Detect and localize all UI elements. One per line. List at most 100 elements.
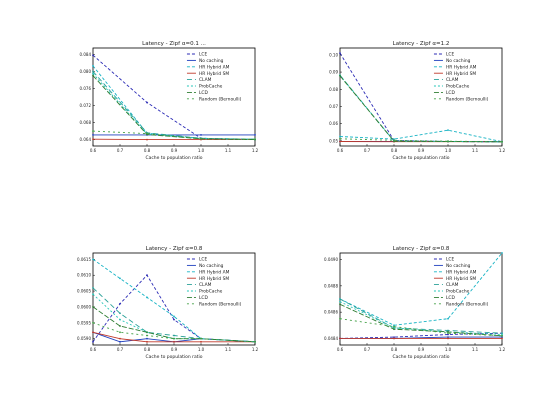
x-tick-label: 0.8	[391, 347, 398, 352]
data-point	[254, 340, 256, 343]
data-point	[447, 129, 449, 132]
x-tick-label: 1.2	[252, 148, 259, 153]
plot-area	[92, 47, 256, 147]
series-line-lcd	[339, 303, 503, 337]
series-line-lce	[92, 54, 256, 141]
x-tick-label: 0.6	[337, 148, 344, 153]
data-point	[501, 334, 503, 337]
y-tick-label: 0.084	[80, 52, 92, 57]
chart-panel-1: Latency - Zipf α=0.1 ... 0.6 0.7 0.8 0.9 1.0…	[80, 41, 259, 161]
data-point	[92, 54, 94, 57]
legend-entry: HR Hybrid AM	[199, 64, 230, 70]
y-tick-label: 0.0610	[77, 273, 91, 278]
data-point	[92, 72, 94, 75]
series-line-no-caching	[92, 331, 256, 343]
data-point	[146, 132, 148, 135]
data-point	[173, 318, 175, 321]
data-point	[92, 74, 94, 77]
data-point	[173, 334, 175, 337]
data-point	[146, 138, 148, 141]
data-point	[501, 140, 503, 143]
y-tick-label: 0.0484	[324, 336, 338, 341]
legend-entry: LCD	[446, 295, 456, 301]
data-point	[447, 329, 449, 332]
x-tick-label: 1.0	[198, 347, 205, 352]
data-point	[447, 333, 449, 336]
y-tick-label: 0.09	[329, 70, 338, 75]
data-point	[92, 321, 94, 324]
data-point	[393, 325, 395, 328]
x-tick-label: 1.1	[472, 148, 479, 153]
data-point	[119, 337, 121, 340]
legend-entry: LCE	[446, 52, 455, 58]
data-point	[146, 334, 148, 337]
series-line-hr-hybrid-am	[339, 252, 503, 326]
y-tick-label: 0.0600	[77, 304, 91, 309]
y-tick-label: 0.0615	[77, 257, 91, 262]
data-point	[200, 134, 202, 136]
data-point	[92, 134, 94, 136]
data-point	[339, 337, 341, 340]
y-tick-label: 0.0595	[77, 320, 91, 325]
data-point	[393, 324, 395, 327]
legend-entry: HR Hybrid AM	[199, 269, 230, 275]
data-point	[92, 293, 94, 296]
chart-panel-4: Latency - Zipf α=0.8 0.6 0.7 0.8 0.9 1.0 1.1 1.…	[324, 246, 506, 360]
y-tick-label: 0.064	[80, 137, 92, 142]
legend-entry: No caching	[446, 263, 471, 269]
data-point	[119, 331, 121, 334]
data-point	[339, 74, 341, 77]
y-tick-label: 0.0590	[77, 336, 91, 341]
legend-entry: HR Hybrid SM	[446, 276, 476, 282]
y-tick-label: 0.0490	[324, 257, 338, 262]
x-tick-label: 0.6	[90, 148, 97, 153]
x-tick-label: 0.9	[418, 148, 425, 153]
x-axis-label: Cache to population ratio	[392, 155, 449, 161]
x-axis-label: Cache to population ratio	[145, 155, 202, 161]
legend-entry: HR Hybrid SM	[199, 276, 229, 282]
data-point	[339, 137, 341, 140]
series-line-lce	[92, 274, 256, 343]
legend-entry: CLAM	[446, 77, 459, 83]
data-point	[254, 134, 256, 136]
x-tick-label: 1.2	[252, 347, 259, 352]
data-point	[92, 258, 94, 261]
series-line-hr-hybrid-am	[339, 129, 503, 143]
data-point	[92, 340, 94, 343]
x-tick-label: 0.6	[90, 347, 97, 352]
x-tick-label: 1.0	[198, 148, 205, 153]
legend-entry: No caching	[199, 263, 224, 269]
data-point	[200, 137, 202, 140]
data-point	[339, 52, 341, 55]
data-point	[447, 317, 449, 320]
legend-entry: CLAM	[199, 282, 212, 288]
data-point	[146, 340, 148, 343]
x-tick-label: 0.8	[144, 148, 151, 153]
data-point	[393, 337, 395, 340]
data-point	[447, 140, 449, 143]
series-line-lce	[339, 52, 503, 143]
legend-entry: LCD	[199, 295, 209, 301]
y-tick-label: 0.0486	[324, 310, 338, 315]
x-tick-label: 1.2	[499, 148, 506, 153]
y-tick-label: 0.07	[329, 104, 338, 109]
data-point	[501, 337, 503, 340]
data-point	[447, 337, 449, 340]
series-line-lcd	[92, 306, 256, 343]
y-tick-label: 0.05	[329, 138, 338, 143]
data-point	[173, 340, 175, 343]
data-point	[339, 135, 341, 138]
chart-title: Latency - Zipf α=0.8	[393, 246, 450, 252]
legend-entry: ProbCache	[446, 84, 470, 90]
data-point	[119, 277, 121, 280]
data-point	[339, 140, 341, 143]
x-tick-label: 0.6	[337, 347, 344, 352]
legend-entry: No caching	[446, 58, 471, 64]
legend-entry: ProbCache	[199, 289, 223, 295]
y-tick-label: 0.10	[329, 52, 338, 57]
legend-entry: LCD	[446, 90, 456, 96]
series-line-hr-hybrid-am	[92, 258, 256, 343]
data-point	[254, 138, 256, 141]
legend-entry: Random (Bernoulli)	[199, 301, 242, 307]
